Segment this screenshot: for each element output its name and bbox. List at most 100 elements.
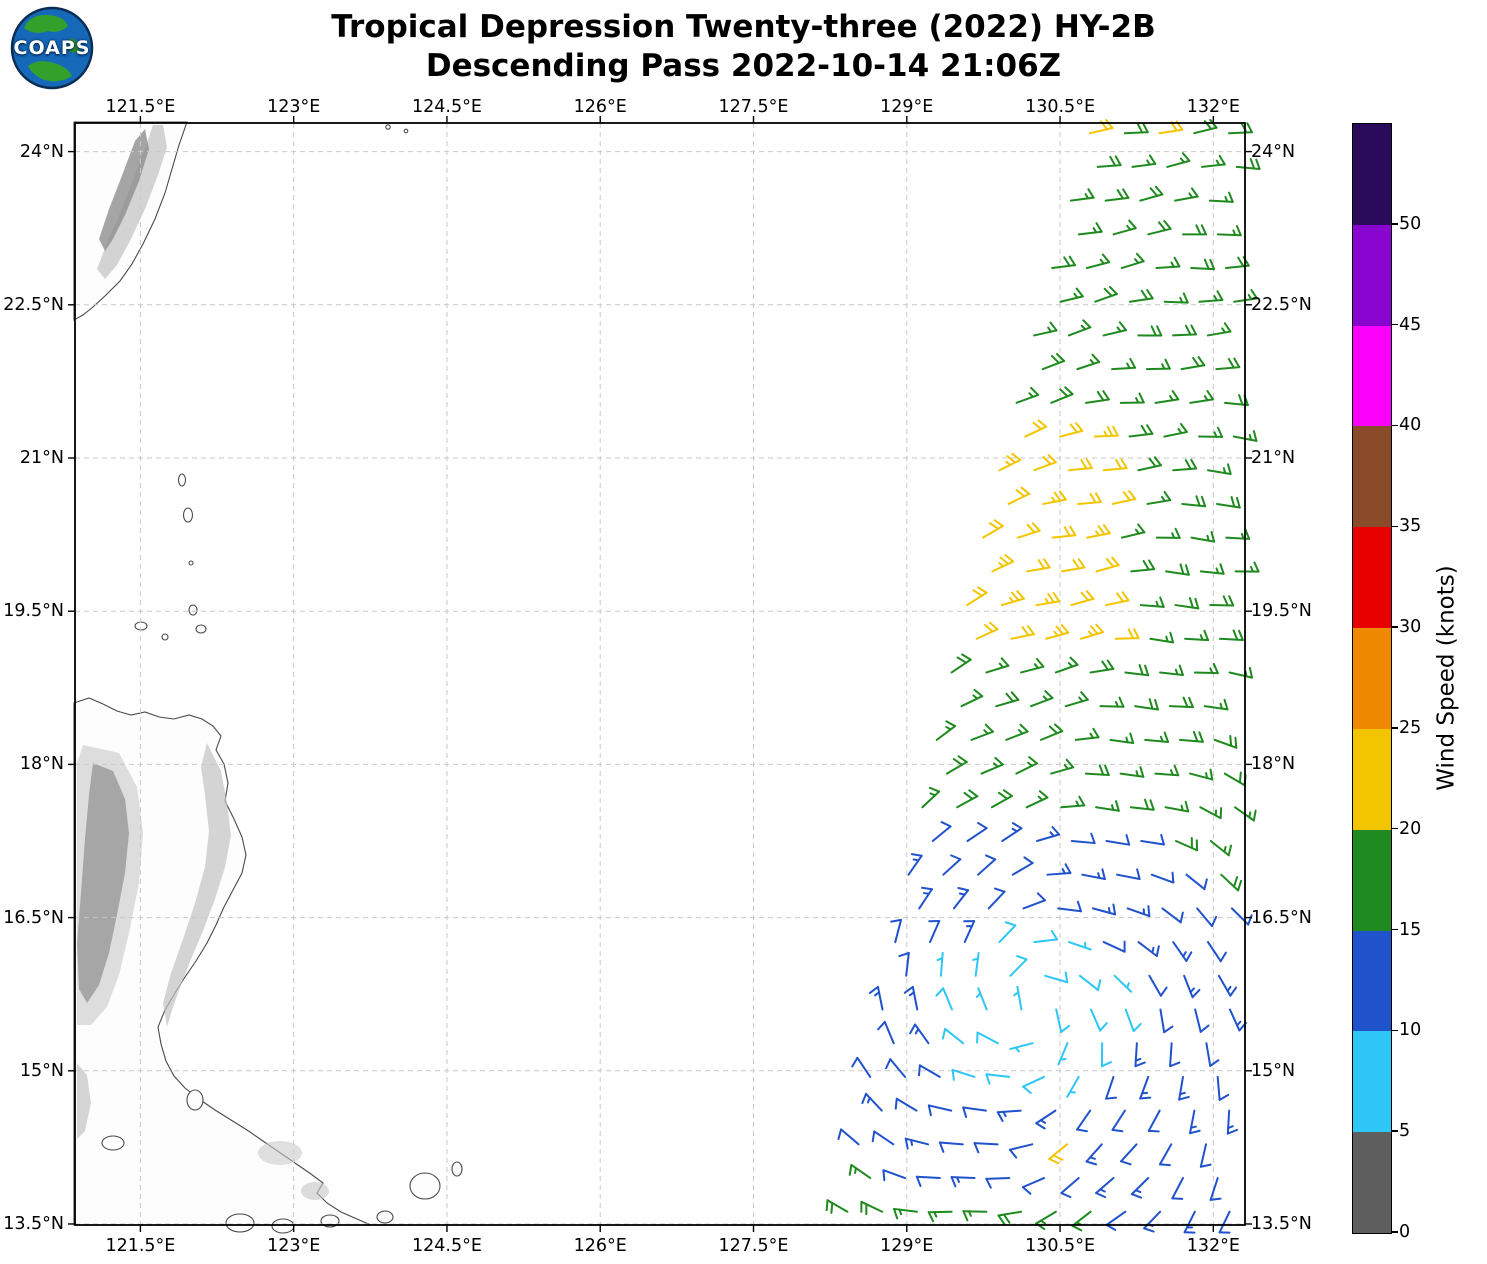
wind-barb xyxy=(991,554,1015,573)
barb-staff xyxy=(963,920,976,944)
y-tick-label-left: 15°N xyxy=(19,1060,64,1081)
barb-staff xyxy=(1139,604,1165,608)
barb-staff xyxy=(1189,772,1214,781)
barb-feather xyxy=(1182,292,1189,304)
colorbar-segment xyxy=(1353,1031,1391,1133)
wind-barb xyxy=(1145,358,1171,371)
barb-staff xyxy=(982,525,1004,539)
wind-barb xyxy=(1129,798,1155,811)
barb-feather xyxy=(1228,191,1234,203)
barb-feather xyxy=(1105,1096,1118,1100)
barb-half-feather xyxy=(1049,831,1055,838)
barb-feather xyxy=(1122,188,1130,199)
barb-feather xyxy=(972,589,983,597)
barb-staff xyxy=(1147,1109,1161,1132)
barb-feather xyxy=(1021,1186,1032,1195)
barb-feather xyxy=(1092,727,1100,739)
barb-staff xyxy=(1124,1008,1135,1033)
island-speck xyxy=(403,128,409,134)
barb-staff xyxy=(1172,333,1198,337)
barb-staff xyxy=(944,1027,965,1045)
barb-staff xyxy=(1102,941,1126,953)
barb-staff xyxy=(1105,839,1131,846)
wind-barb xyxy=(1022,892,1046,910)
wind-barb xyxy=(1109,732,1135,745)
barb-feather xyxy=(1169,631,1175,644)
barb-feather xyxy=(1250,289,1258,300)
barb-feather xyxy=(1038,790,1049,799)
barb-feather xyxy=(1060,624,1070,634)
barb-staff xyxy=(942,858,962,876)
barb-feather xyxy=(1071,1224,1083,1232)
barb-feather xyxy=(1085,590,1095,600)
barb-half-feather xyxy=(1177,428,1183,435)
barb-feather xyxy=(984,723,994,733)
wind-barb xyxy=(921,786,941,809)
barb-feather xyxy=(1229,734,1233,747)
barb-staff xyxy=(873,1130,895,1146)
wind-barb xyxy=(1137,941,1160,958)
barb-half-feather xyxy=(1206,534,1210,542)
barb-staff xyxy=(1094,293,1118,303)
barb-staff xyxy=(1059,429,1084,438)
barb-half-feather xyxy=(929,792,937,797)
barb-half-feather xyxy=(874,991,881,997)
barb-feather xyxy=(1244,528,1251,540)
barb-feather xyxy=(1173,256,1181,268)
barb-half-feather xyxy=(1224,195,1229,203)
barb-half-feather xyxy=(1226,985,1232,992)
barb-feather xyxy=(1143,798,1150,811)
barb-staff xyxy=(1226,1109,1231,1135)
wind-barb xyxy=(950,1176,976,1188)
barb-half-feather xyxy=(1089,359,1095,365)
colorbar-label-text: Wind Speed (knots) xyxy=(1434,564,1461,791)
barb-staff xyxy=(1199,570,1225,575)
barb-feather xyxy=(994,887,1006,893)
wind-barb xyxy=(1015,386,1040,404)
wind-barb xyxy=(907,853,923,876)
barb-feather xyxy=(927,1104,932,1117)
barb-half-feather xyxy=(1080,324,1087,331)
wind-barb xyxy=(1185,873,1208,891)
island-babuyan xyxy=(188,604,198,616)
wind-barb xyxy=(904,1137,930,1150)
wind-barb xyxy=(942,854,962,876)
barb-half-feather xyxy=(1051,496,1057,503)
barb-feather xyxy=(1198,731,1204,743)
barb-feather xyxy=(1037,419,1048,428)
barb-feather xyxy=(1237,879,1243,892)
wind-barb xyxy=(1172,458,1198,472)
wind-barb xyxy=(1143,1210,1162,1233)
barb-feather xyxy=(968,789,979,798)
wind-barb xyxy=(1220,873,1243,892)
barb-staff xyxy=(975,628,999,640)
barb-staff xyxy=(1130,1177,1150,1196)
barb-feather xyxy=(1011,822,1023,830)
barb-staff xyxy=(998,924,1017,944)
wind-barb xyxy=(1174,597,1200,610)
barb-half-feather xyxy=(1078,696,1084,703)
barb-staff xyxy=(938,1141,964,1146)
barb-staff xyxy=(1199,806,1222,820)
wind-barb xyxy=(868,985,884,1011)
barb-feather xyxy=(977,822,988,830)
barb-half-feather xyxy=(1240,532,1245,540)
island-babuyan xyxy=(161,633,169,641)
barb-feather xyxy=(1146,289,1154,300)
wind-barb xyxy=(1228,666,1253,679)
barb-feather xyxy=(1206,390,1214,401)
barb-staff xyxy=(856,1056,872,1078)
wind-barb xyxy=(1059,287,1084,303)
wind-barb xyxy=(1044,971,1069,984)
wind-barb xyxy=(1196,907,1218,928)
barb-half-feather xyxy=(922,892,930,895)
y-tick-label-right: 19.5°N xyxy=(1251,601,1312,622)
barb-staff xyxy=(1228,1008,1241,1032)
barb-feather xyxy=(1101,253,1111,264)
barb-feather xyxy=(997,1214,1006,1225)
barb-staff xyxy=(1060,804,1086,809)
barb-staff xyxy=(1190,536,1216,543)
barb-feather xyxy=(1114,155,1122,167)
barb-feather xyxy=(1194,597,1200,610)
